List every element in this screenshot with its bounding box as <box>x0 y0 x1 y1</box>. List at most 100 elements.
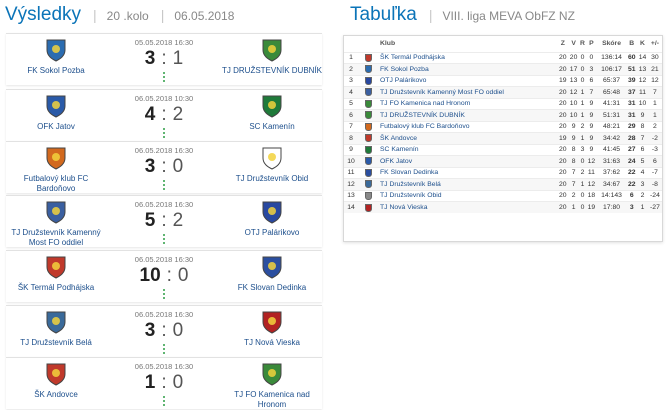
cell-r: 0 <box>578 74 586 87</box>
match-score[interactable]: 3:1 <box>144 48 184 69</box>
cell-pm: 1 <box>647 97 662 110</box>
home-team-name[interactable]: Futbalový klub FC Bardoňovo <box>23 174 89 193</box>
standings-row[interactable]: 9 SC Kamenín 20 8 3 9 41:45 27 6 -3 <box>344 143 662 156</box>
away-team[interactable]: OTJ Palárikovo <box>222 200 322 238</box>
home-team-name[interactable]: ŠK Termál Podhájska <box>17 283 95 292</box>
standings-row[interactable]: 4 TJ Družstevník Kamenný Most FO oddiel 20… <box>344 86 662 98</box>
round-label[interactable]: 20 .kolo <box>106 9 149 23</box>
match-detail-dots-icon[interactable] <box>163 396 166 406</box>
home-team[interactable]: ŠK Andovce <box>6 362 106 400</box>
club-name[interactable]: TJ Družstevník Kamenný Most FO oddiel <box>378 86 558 98</box>
club-name[interactable]: OTJ Palárikovo <box>378 74 558 87</box>
away-team[interactable]: TJ DRUŽSTEVNÍK DUBNÍK <box>222 38 322 76</box>
away-team[interactable]: TJ Družstevník Obid <box>222 146 322 184</box>
match-datetime: 06.05.2018 16:30 <box>134 200 194 209</box>
club-name[interactable]: TJ DRUŽSTEVNÍK DUBNÍK <box>378 109 558 121</box>
home-goals: 3 <box>144 156 156 177</box>
standings-row[interactable]: 8 ŠK Andovce 19 9 1 9 34:42 28 7 -2 <box>344 132 662 144</box>
home-team[interactable]: Futbalový klub FC Bardoňovo <box>6 146 106 194</box>
away-team-name[interactable]: TJ Nová Vieska <box>244 338 300 347</box>
cell-score: 106:17 <box>596 63 627 75</box>
standings-row[interactable]: 12 TJ Družstevník Belá 20 7 1 12 34:67 22 3 -8 <box>344 178 662 190</box>
club-name[interactable]: TJ Družstevník Obid <box>378 189 558 202</box>
standings-row[interactable]: 10 OFK Jatov 20 8 0 12 31:63 24 5 6 <box>344 155 662 167</box>
away-team-name[interactable]: OTJ Palárikovo <box>244 228 300 237</box>
home-goals: 5 <box>144 210 156 231</box>
away-team[interactable]: SC Kamenín <box>222 94 322 132</box>
match-detail-dots-icon[interactable] <box>163 234 166 244</box>
match-score[interactable]: 4:2 <box>144 104 184 125</box>
cell-score: 65:48 <box>596 86 627 98</box>
club-name[interactable]: ŠK Termál Podhájska <box>378 51 558 64</box>
cell-v: 1 <box>568 201 579 213</box>
home-team[interactable]: FK Sokol Pozba <box>6 38 106 76</box>
standings-row[interactable]: 3 OTJ Palárikovo 19 13 0 6 65:37 39 12 12 <box>344 74 662 87</box>
standings-row[interactable]: 7 Futbalový klub FC Bardoňovo 20 9 2 9 48:21 29… <box>344 120 662 133</box>
cell-v: 8 <box>568 143 579 156</box>
match-card[interactable]: OFK Jatov 06.05.2018 10:30 4:2 SC Kamenín <box>6 89 322 141</box>
club-name[interactable]: SC Kamenín <box>378 143 558 156</box>
cell-b: 60 <box>626 51 638 64</box>
match-score[interactable]: 10:0 <box>139 265 189 286</box>
match-card[interactable]: TJ Družstevník Belá 06.05.2018 16:30 3:0 TJ… <box>6 305 322 357</box>
cell-k: 1 <box>637 201 648 213</box>
club-name[interactable]: OFK Jatov <box>378 155 558 167</box>
cell-pm: 2 <box>647 120 662 133</box>
standings-row[interactable]: 6 TJ DRUŽSTEVNÍK DUBNÍK 20 10 1 9 51:31 31 9 1 <box>344 109 662 121</box>
match-score[interactable]: 1:0 <box>144 372 184 393</box>
home-team[interactable]: TJ Družstevník Belá <box>6 310 106 348</box>
away-team[interactable]: TJ FO Kamenica nad Hronom <box>222 362 322 410</box>
match-score[interactable]: 3:0 <box>144 320 184 341</box>
match-detail-dots-icon[interactable] <box>163 72 166 82</box>
club-name[interactable]: FK Slovan Dedinka <box>378 166 558 179</box>
home-team-name[interactable]: FK Sokol Pozba <box>27 66 85 75</box>
club-crest-icon <box>364 53 372 62</box>
match-score[interactable]: 5:2 <box>144 210 184 231</box>
standings-panel: Tabuľka | VIII. liga MEVA ObFZ NZ Klub Z… <box>343 0 663 410</box>
club-name[interactable]: FK Sokol Pozba <box>378 63 558 75</box>
club-name[interactable]: TJ Nová Vieska <box>378 201 558 213</box>
home-team-name[interactable]: ŠK Andovce <box>34 390 78 399</box>
match-card[interactable]: Futbalový klub FC Bardoňovo 06.05.2018 16… <box>6 141 322 193</box>
match-detail-dots-icon[interactable] <box>163 289 166 299</box>
standings-row[interactable]: 14 TJ Nová Vieska 20 1 0 19 17:80 3 1 -27 <box>344 201 662 213</box>
cell-pm: 12 <box>647 74 662 87</box>
match-detail-dots-icon[interactable] <box>163 180 166 190</box>
home-team-name[interactable]: TJ Družstevník Belá <box>20 338 92 347</box>
home-team[interactable]: OFK Jatov <box>6 94 106 132</box>
match-card[interactable]: FK Sokol Pozba 05.05.2018 16:30 3:1 TJ DRUŽ… <box>6 33 322 85</box>
league-name[interactable]: VIII. liga MEVA ObFZ NZ <box>442 9 575 23</box>
standings-row[interactable]: 5 TJ FO Kamenica nad Hronom 20 10 1 9 41:31 31 1… <box>344 97 662 110</box>
home-goals: 3 <box>144 48 156 69</box>
away-team[interactable]: TJ Nová Vieska <box>222 310 322 348</box>
standings-row[interactable]: 1 ŠK Termál Podhájska 20 20 0 0 136:14 60 14 30 <box>344 51 662 64</box>
away-team-name[interactable]: SC Kamenín <box>249 122 295 131</box>
club-name[interactable]: Futbalový klub FC Bardoňovo <box>378 120 558 133</box>
away-team-name[interactable]: TJ Družstevník Obid <box>235 174 309 183</box>
match-card[interactable]: ŠK Termál Podhájska 06.05.2018 16:30 10:0 F… <box>6 250 322 302</box>
away-team[interactable]: FK Slovan Dedinka <box>222 255 322 293</box>
away-team-name[interactable]: TJ FO Kamenica nad Hronom <box>234 390 310 409</box>
match-card[interactable]: TJ Družstevník Kamenný Most FO oddiel 06.… <box>6 195 322 247</box>
club-name[interactable]: TJ Družstevník Belá <box>378 178 558 190</box>
home-team-name[interactable]: TJ Družstevník Kamenný Most FO oddiel <box>11 228 101 247</box>
cell-b: 24 <box>626 155 638 167</box>
club-name[interactable]: TJ FO Kamenica nad Hronom <box>378 97 558 110</box>
home-team[interactable]: ŠK Termál Podhájska <box>6 255 106 293</box>
standings-row[interactable]: 2 FK Sokol Pozba 20 17 0 3 106:17 51 13 21 <box>344 63 662 75</box>
match-card[interactable]: ŠK Andovce 06.05.2018 16:30 1:0 TJ FO Kamen… <box>6 357 322 409</box>
club-name[interactable]: ŠK Andovce <box>378 132 558 144</box>
match-score[interactable]: 3:0 <box>144 156 184 177</box>
home-team-name[interactable]: OFK Jatov <box>37 122 75 131</box>
away-goals: 0 <box>172 320 184 341</box>
away-team-name[interactable]: FK Slovan Dedinka <box>237 283 307 292</box>
cell-pm: -8 <box>647 178 662 190</box>
home-team[interactable]: TJ Družstevník Kamenný Most FO oddiel <box>6 200 106 248</box>
match-detail-dots-icon[interactable] <box>163 344 166 354</box>
away-team-name[interactable]: TJ DRUŽSTEVNÍK DUBNÍK <box>222 66 323 75</box>
home-goals: 3 <box>144 320 156 341</box>
position: 12 <box>344 178 358 190</box>
match-detail-dots-icon[interactable] <box>163 128 166 138</box>
standings-row[interactable]: 13 TJ Družstevník Obid 20 2 0 18 14:143 6 2 -24 <box>344 189 662 202</box>
standings-row[interactable]: 11 FK Slovan Dedinka 20 7 2 11 37:62 22 4 -7 <box>344 166 662 179</box>
